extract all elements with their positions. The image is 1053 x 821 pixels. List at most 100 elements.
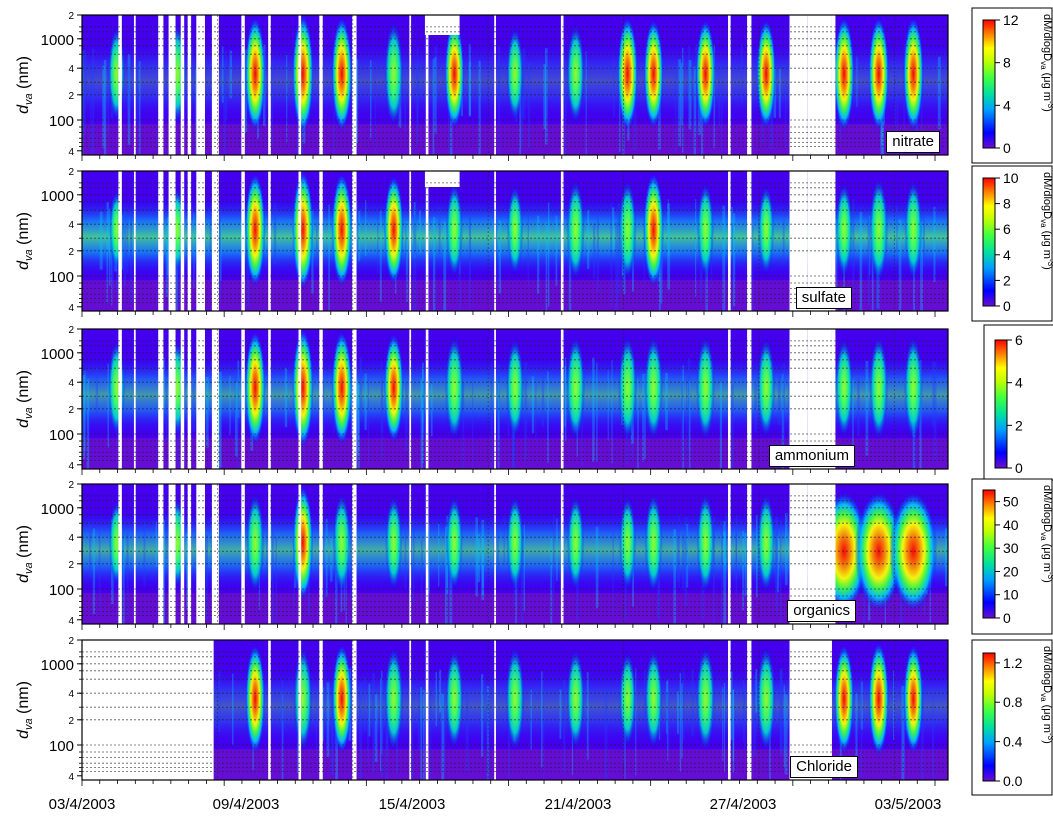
data-gap — [728, 171, 731, 311]
peak-5 — [384, 646, 404, 752]
streak — [547, 371, 549, 463]
data-gap — [196, 171, 205, 311]
data-gap — [409, 329, 412, 469]
y-axis-label: dva (nm) — [15, 212, 35, 270]
streak — [92, 48, 95, 155]
data-gap — [168, 171, 176, 311]
peak-12 — [756, 18, 777, 129]
x-tick-label: 21/4/2003 — [544, 796, 612, 813]
data-gap — [425, 484, 429, 624]
streak — [784, 513, 788, 586]
streak — [537, 215, 540, 294]
streak — [547, 202, 550, 307]
peak-0 — [108, 500, 125, 586]
data-gap — [180, 171, 185, 311]
y-tick-label: 1000 — [41, 188, 74, 205]
peak-4 — [331, 330, 353, 446]
colorbar-scale — [982, 652, 996, 782]
streak — [898, 219, 902, 311]
data-gap — [319, 640, 323, 780]
y-tick-label: 100 — [49, 269, 74, 286]
data-gap — [831, 171, 836, 311]
data-gap — [268, 640, 271, 780]
streak — [893, 670, 895, 741]
colorbar-tick-label: 2 — [1003, 272, 1011, 288]
streak — [784, 694, 788, 775]
colorbar-box — [983, 324, 1053, 481]
streak — [271, 529, 274, 624]
colorbar-tick-label: 4 — [1003, 247, 1011, 263]
streak — [468, 44, 471, 117]
streak — [867, 218, 870, 305]
streak — [490, 363, 493, 469]
streak — [438, 523, 440, 587]
colorbar-organics: 0 10 20 30 40 50 dM/dlogDva (μg m-3) — [971, 478, 1053, 635]
streak — [723, 521, 726, 565]
streak — [744, 533, 747, 596]
data-gap — [187, 171, 192, 311]
plot-frame — [81, 483, 949, 625]
peak-4 — [331, 16, 353, 132]
data-gap — [180, 484, 185, 624]
streak — [111, 224, 113, 306]
streak — [328, 204, 330, 311]
streak — [465, 685, 469, 771]
streak — [432, 216, 436, 311]
streak — [527, 209, 529, 287]
streak — [779, 669, 782, 756]
streak — [420, 379, 424, 469]
streak — [417, 46, 419, 124]
data-gap — [728, 640, 731, 780]
streak — [856, 56, 858, 107]
y-axis-label: dva (nm) — [15, 370, 35, 428]
colorbar-tick-label: 0.4 — [1003, 734, 1023, 750]
y-tick-label: 4 — [68, 220, 74, 231]
streak — [535, 365, 537, 444]
data-gap — [425, 15, 429, 155]
streak — [439, 669, 442, 713]
streak — [363, 677, 366, 732]
peak-3 — [292, 485, 314, 601]
streak — [205, 377, 209, 448]
peak-15 — [889, 491, 938, 612]
peak-15 — [903, 335, 923, 441]
streak — [107, 363, 109, 448]
peak-11 — [695, 18, 716, 129]
streak — [325, 519, 328, 598]
streak — [186, 533, 188, 610]
streak — [462, 382, 465, 469]
streak — [356, 201, 359, 264]
data-gap — [268, 15, 271, 155]
peak-5 — [385, 495, 403, 591]
streak — [787, 382, 791, 460]
streak — [933, 362, 937, 461]
peak-2 — [244, 16, 266, 132]
data-gap — [118, 15, 122, 155]
peak-3 — [293, 646, 313, 752]
streak — [836, 219, 838, 311]
streak — [95, 367, 99, 415]
streak — [316, 689, 318, 760]
streak — [405, 222, 407, 275]
streak — [359, 357, 362, 420]
colorbar-tick-label: 1.2 — [1003, 655, 1023, 671]
streak — [469, 217, 472, 299]
y-axis-label: dva (nm) — [15, 525, 35, 583]
data-gap — [831, 484, 836, 624]
streak — [585, 51, 587, 155]
streak — [743, 686, 746, 750]
peak-8 — [566, 23, 585, 124]
y-tick-label: 1000 — [41, 32, 74, 49]
streak — [543, 688, 545, 780]
streak — [855, 693, 858, 775]
y-tick-label: 2 — [68, 405, 74, 416]
data-gap — [82, 640, 214, 780]
data-gap — [319, 484, 323, 624]
streak — [99, 211, 103, 270]
streak — [416, 64, 419, 144]
streak — [497, 364, 501, 452]
streak — [921, 679, 924, 780]
streak — [541, 671, 543, 767]
streak — [190, 44, 193, 98]
streak — [754, 383, 757, 433]
